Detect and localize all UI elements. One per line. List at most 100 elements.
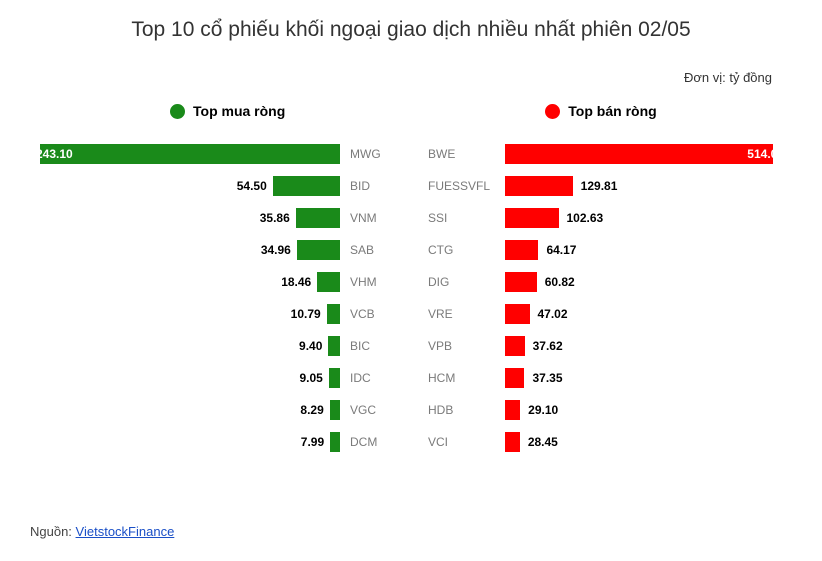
sell-bar <box>505 208 559 228</box>
buy-value: 7.99 <box>301 435 324 449</box>
sell-bar-wrap: 129.81 <box>505 176 790 196</box>
sell-bar-wrap: 64.17 <box>505 240 790 260</box>
buy-bar <box>330 432 340 452</box>
sell-ticker: HCM <box>420 371 505 385</box>
sell-bar <box>505 144 773 164</box>
sell-value: 64.17 <box>546 243 576 257</box>
buy-value: 18.46 <box>281 275 311 289</box>
buy-value: 9.05 <box>299 371 322 385</box>
buy-bar-wrap: 9.05 <box>30 368 340 388</box>
sell-ticker: HDB <box>420 403 505 417</box>
buy-row: 7.99 DCM <box>30 429 420 455</box>
sell-bar <box>505 240 538 260</box>
sell-row: HCM 37.35 <box>420 365 790 391</box>
sell-bar-wrap: 102.63 <box>505 208 790 228</box>
sell-value: 102.63 <box>567 211 604 225</box>
sell-column: BWE514.04 FUESSVFL 129.81 SSI 102.63 CTG 64.17… <box>420 141 790 461</box>
sell-row: BWE514.04 <box>420 141 790 167</box>
sell-row: SSI 102.63 <box>420 205 790 231</box>
buy-value: 54.50 <box>237 179 267 193</box>
sell-value: 28.45 <box>528 435 558 449</box>
buy-bar-wrap: 243.10 <box>30 144 340 164</box>
sell-row: CTG 64.17 <box>420 237 790 263</box>
sell-value: 129.81 <box>581 179 618 193</box>
sell-ticker: SSI <box>420 211 505 225</box>
sell-row: HDB 29.10 <box>420 397 790 423</box>
buy-row: 34.96 SAB <box>30 237 420 263</box>
buy-bar-wrap: 54.50 <box>30 176 340 196</box>
buy-bar <box>297 240 340 260</box>
buy-ticker: VGC <box>340 403 420 417</box>
buy-value: 243.10 <box>36 147 73 161</box>
sell-bar-wrap: 29.10 <box>505 400 790 420</box>
sell-bar <box>505 336 525 356</box>
buy-row: 9.05 IDC <box>30 365 420 391</box>
sell-bar <box>505 432 520 452</box>
buy-bar-wrap: 18.46 <box>30 272 340 292</box>
sell-bar <box>505 176 573 196</box>
buy-ticker: VNM <box>340 211 420 225</box>
buy-ticker: MWG <box>340 147 420 161</box>
buy-bar-wrap: 35.86 <box>30 208 340 228</box>
sell-bar <box>505 304 530 324</box>
buy-row: 243.10 MWG <box>30 141 420 167</box>
source-line: Nguồn: VietstockFinance <box>30 524 174 539</box>
sell-bar <box>505 272 537 292</box>
buy-bar-wrap: 7.99 <box>30 432 340 452</box>
buy-column: 243.10 MWG 54.50 BID 35.86 VNM 34.96 SAB 18.46VH… <box>30 141 420 461</box>
buy-row: 18.46VHM <box>30 269 420 295</box>
legend-sell-dot <box>545 104 560 119</box>
buy-ticker: BID <box>340 179 420 193</box>
buy-ticker: IDC <box>340 371 420 385</box>
sell-bar-wrap: 37.62 <box>505 336 790 356</box>
buy-row: 9.40BIC <box>30 333 420 359</box>
legend-sell: Top bán ròng <box>545 103 656 119</box>
buy-ticker: DCM <box>340 435 420 449</box>
buy-bar-wrap: 9.40 <box>30 336 340 356</box>
sell-row: FUESSVFL 129.81 <box>420 173 790 199</box>
buy-bar <box>329 368 340 388</box>
sell-row: VRE 47.02 <box>420 301 790 327</box>
buy-bar <box>317 272 340 292</box>
sell-value: 29.10 <box>528 403 558 417</box>
buy-value: 35.86 <box>260 211 290 225</box>
sell-value: 37.35 <box>532 371 562 385</box>
sell-value: 47.02 <box>538 307 568 321</box>
source-link[interactable]: VietstockFinance <box>76 524 175 539</box>
legend-buy-dot <box>170 104 185 119</box>
buy-bar-wrap: 34.96 <box>30 240 340 260</box>
sell-row: DIG60.82 <box>420 269 790 295</box>
sell-ticker: FUESSVFL <box>420 179 505 193</box>
sell-row: VCI 28.45 <box>420 429 790 455</box>
buy-ticker: SAB <box>340 243 420 257</box>
charts-container: 243.10 MWG 54.50 BID 35.86 VNM 34.96 SAB 18.46VH… <box>30 141 792 461</box>
buy-bar <box>327 304 340 324</box>
unit-label: Đơn vị: tỷ đồng <box>30 70 792 85</box>
buy-bar <box>40 144 340 164</box>
legend-sell-label: Top bán ròng <box>568 103 656 119</box>
sell-ticker: CTG <box>420 243 505 257</box>
buy-row: 35.86 VNM <box>30 205 420 231</box>
buy-bar <box>330 400 340 420</box>
chart-title: Top 10 cổ phiếu khối ngoại giao dịch nhi… <box>30 18 792 42</box>
buy-row: 10.79VCB <box>30 301 420 327</box>
sell-bar <box>505 400 520 420</box>
legend-buy-label: Top mua ròng <box>193 103 285 119</box>
sell-bar-wrap: 47.02 <box>505 304 790 324</box>
buy-bar <box>328 336 340 356</box>
sell-bar-wrap: 514.04 <box>505 144 790 164</box>
sell-bar-wrap: 60.82 <box>505 272 790 292</box>
buy-bar <box>273 176 340 196</box>
buy-ticker: VCB <box>340 307 420 321</box>
buy-row: 8.29 VGC <box>30 397 420 423</box>
sell-ticker: VRE <box>420 307 505 321</box>
sell-value: 514.04 <box>747 147 784 161</box>
buy-value: 9.40 <box>299 339 322 353</box>
sell-ticker: VCI <box>420 435 505 449</box>
buy-row: 54.50 BID <box>30 173 420 199</box>
buy-value: 34.96 <box>261 243 291 257</box>
buy-bar-wrap: 8.29 <box>30 400 340 420</box>
sell-value: 37.62 <box>533 339 563 353</box>
sell-value: 60.82 <box>545 275 575 289</box>
buy-value: 8.29 <box>300 403 323 417</box>
